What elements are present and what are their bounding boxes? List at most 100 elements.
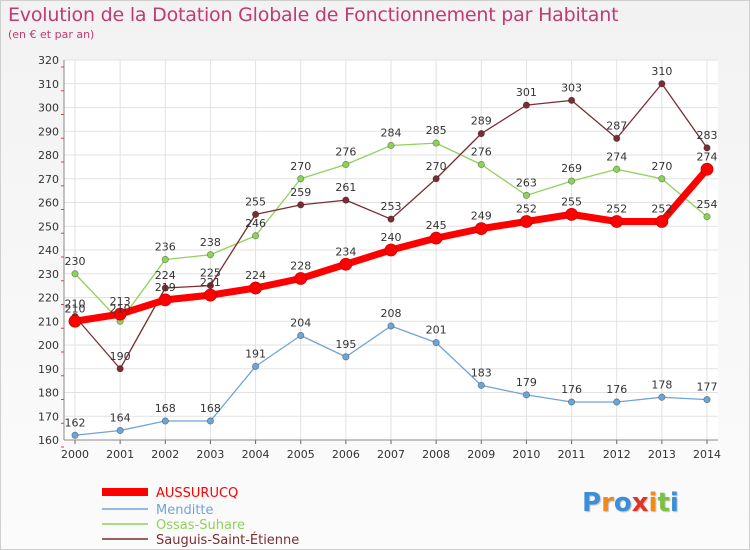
x-tick-label: 2014 (693, 448, 721, 461)
data-label: 252 (606, 203, 627, 216)
logo-letter: P (582, 488, 602, 518)
x-tick-label: 2003 (196, 448, 224, 461)
data-label: 201 (426, 324, 447, 337)
data-label: 276 (471, 146, 492, 159)
x-tick-label: 2010 (512, 448, 540, 461)
data-point (567, 398, 576, 406)
data-point (613, 134, 621, 142)
data-label: 195 (335, 338, 356, 351)
data-label: 204 (290, 317, 311, 330)
x-tick-label: 2013 (648, 448, 676, 461)
data-point (477, 160, 485, 169)
y-tick-label: 250 (38, 220, 59, 233)
x-tick-label: 2005 (287, 448, 315, 461)
data-label: 249 (471, 210, 492, 223)
logo-letter: r (601, 488, 614, 518)
y-tick-label: 290 (38, 125, 59, 138)
legend-entry: Ossas-Suhare (156, 518, 245, 533)
data-point (703, 213, 711, 221)
data-point (161, 417, 169, 425)
data-point (68, 314, 82, 328)
logo-letter: i (669, 488, 679, 518)
data-point (655, 215, 669, 228)
logo-letter: x (631, 488, 649, 518)
data-point (387, 322, 395, 330)
data-label: 225 (200, 267, 221, 280)
legend: AUSSURUCQ MenditteOssas-SuhareSauguis-Sai… (102, 486, 299, 548)
data-point (613, 165, 621, 173)
data-label: 310 (651, 65, 672, 78)
data-point (206, 417, 215, 425)
data-label: 210 (65, 302, 86, 315)
data-label: 228 (290, 260, 311, 273)
data-label: 190 (110, 350, 131, 363)
x-tick-label: 2011 (558, 448, 586, 461)
data-label: 221 (200, 276, 221, 289)
y-tick-label: 270 (38, 173, 59, 186)
data-label: 168 (155, 402, 176, 415)
data-point (116, 426, 124, 435)
data-point (610, 215, 624, 228)
data-point (297, 175, 305, 183)
data-label: 176 (561, 383, 582, 396)
data-label: 283 (697, 129, 718, 142)
data-point (339, 257, 353, 271)
data-label: 303 (561, 81, 582, 94)
y-tick-label: 280 (38, 149, 59, 162)
data-label: 289 (471, 115, 492, 128)
data-label: 176 (606, 383, 627, 396)
data-label: 234 (335, 245, 356, 258)
chart-title: Evolution de la Dotation Globale de Fonc… (8, 4, 619, 26)
data-label: 178 (651, 378, 672, 391)
data-point (342, 160, 350, 169)
y-tick-label: 260 (38, 197, 59, 210)
data-label: 270 (426, 160, 447, 173)
x-tick-label: 2002 (151, 448, 179, 461)
data-label: 285 (426, 124, 447, 137)
y-tick-label: 320 (38, 54, 59, 67)
logo-letter: t (657, 488, 670, 518)
data-label: 259 (290, 186, 311, 199)
data-label: 276 (335, 146, 356, 159)
data-label: 263 (516, 176, 537, 189)
data-point (294, 272, 308, 285)
data-point (658, 175, 666, 183)
data-label: 254 (697, 198, 718, 211)
data-label: 213 (110, 295, 131, 308)
data-label: 252 (516, 203, 537, 216)
data-label: 162 (65, 416, 86, 429)
data-label: 245 (426, 219, 447, 232)
data-label: 168 (200, 402, 221, 415)
data-label: 179 (516, 376, 537, 389)
y-tick-label: 160 (38, 434, 59, 447)
data-label: 238 (200, 236, 221, 249)
y-tick-label: 240 (38, 244, 59, 257)
data-label: 287 (606, 119, 627, 132)
data-point (251, 232, 260, 240)
data-label: 253 (381, 200, 402, 213)
data-point (251, 362, 260, 370)
series-layer (68, 80, 714, 439)
x-tick-label: 2006 (332, 448, 360, 461)
legend-entry: AUSSURUCQ (156, 486, 238, 501)
data-label: 274 (606, 150, 627, 163)
data-point (429, 231, 443, 245)
data-label: 224 (245, 269, 266, 282)
y-tick-label: 210 (38, 315, 59, 328)
data-point (204, 288, 217, 302)
data-point (432, 175, 440, 183)
data-point (387, 215, 395, 223)
data-point (477, 130, 485, 138)
data-label: 164 (110, 412, 131, 425)
data-point (567, 177, 576, 185)
legend-entry: Sauguis-Saint-Étienne (156, 532, 299, 548)
data-point (161, 255, 169, 264)
data-label: 301 (516, 86, 537, 99)
x-tick-label: 2012 (603, 448, 631, 461)
data-point (474, 222, 488, 236)
y-tick-label: 230 (38, 268, 59, 281)
data-label: 261 (335, 181, 356, 194)
data-point (703, 144, 711, 152)
data-label: 269 (561, 162, 582, 175)
data-point (520, 215, 533, 228)
